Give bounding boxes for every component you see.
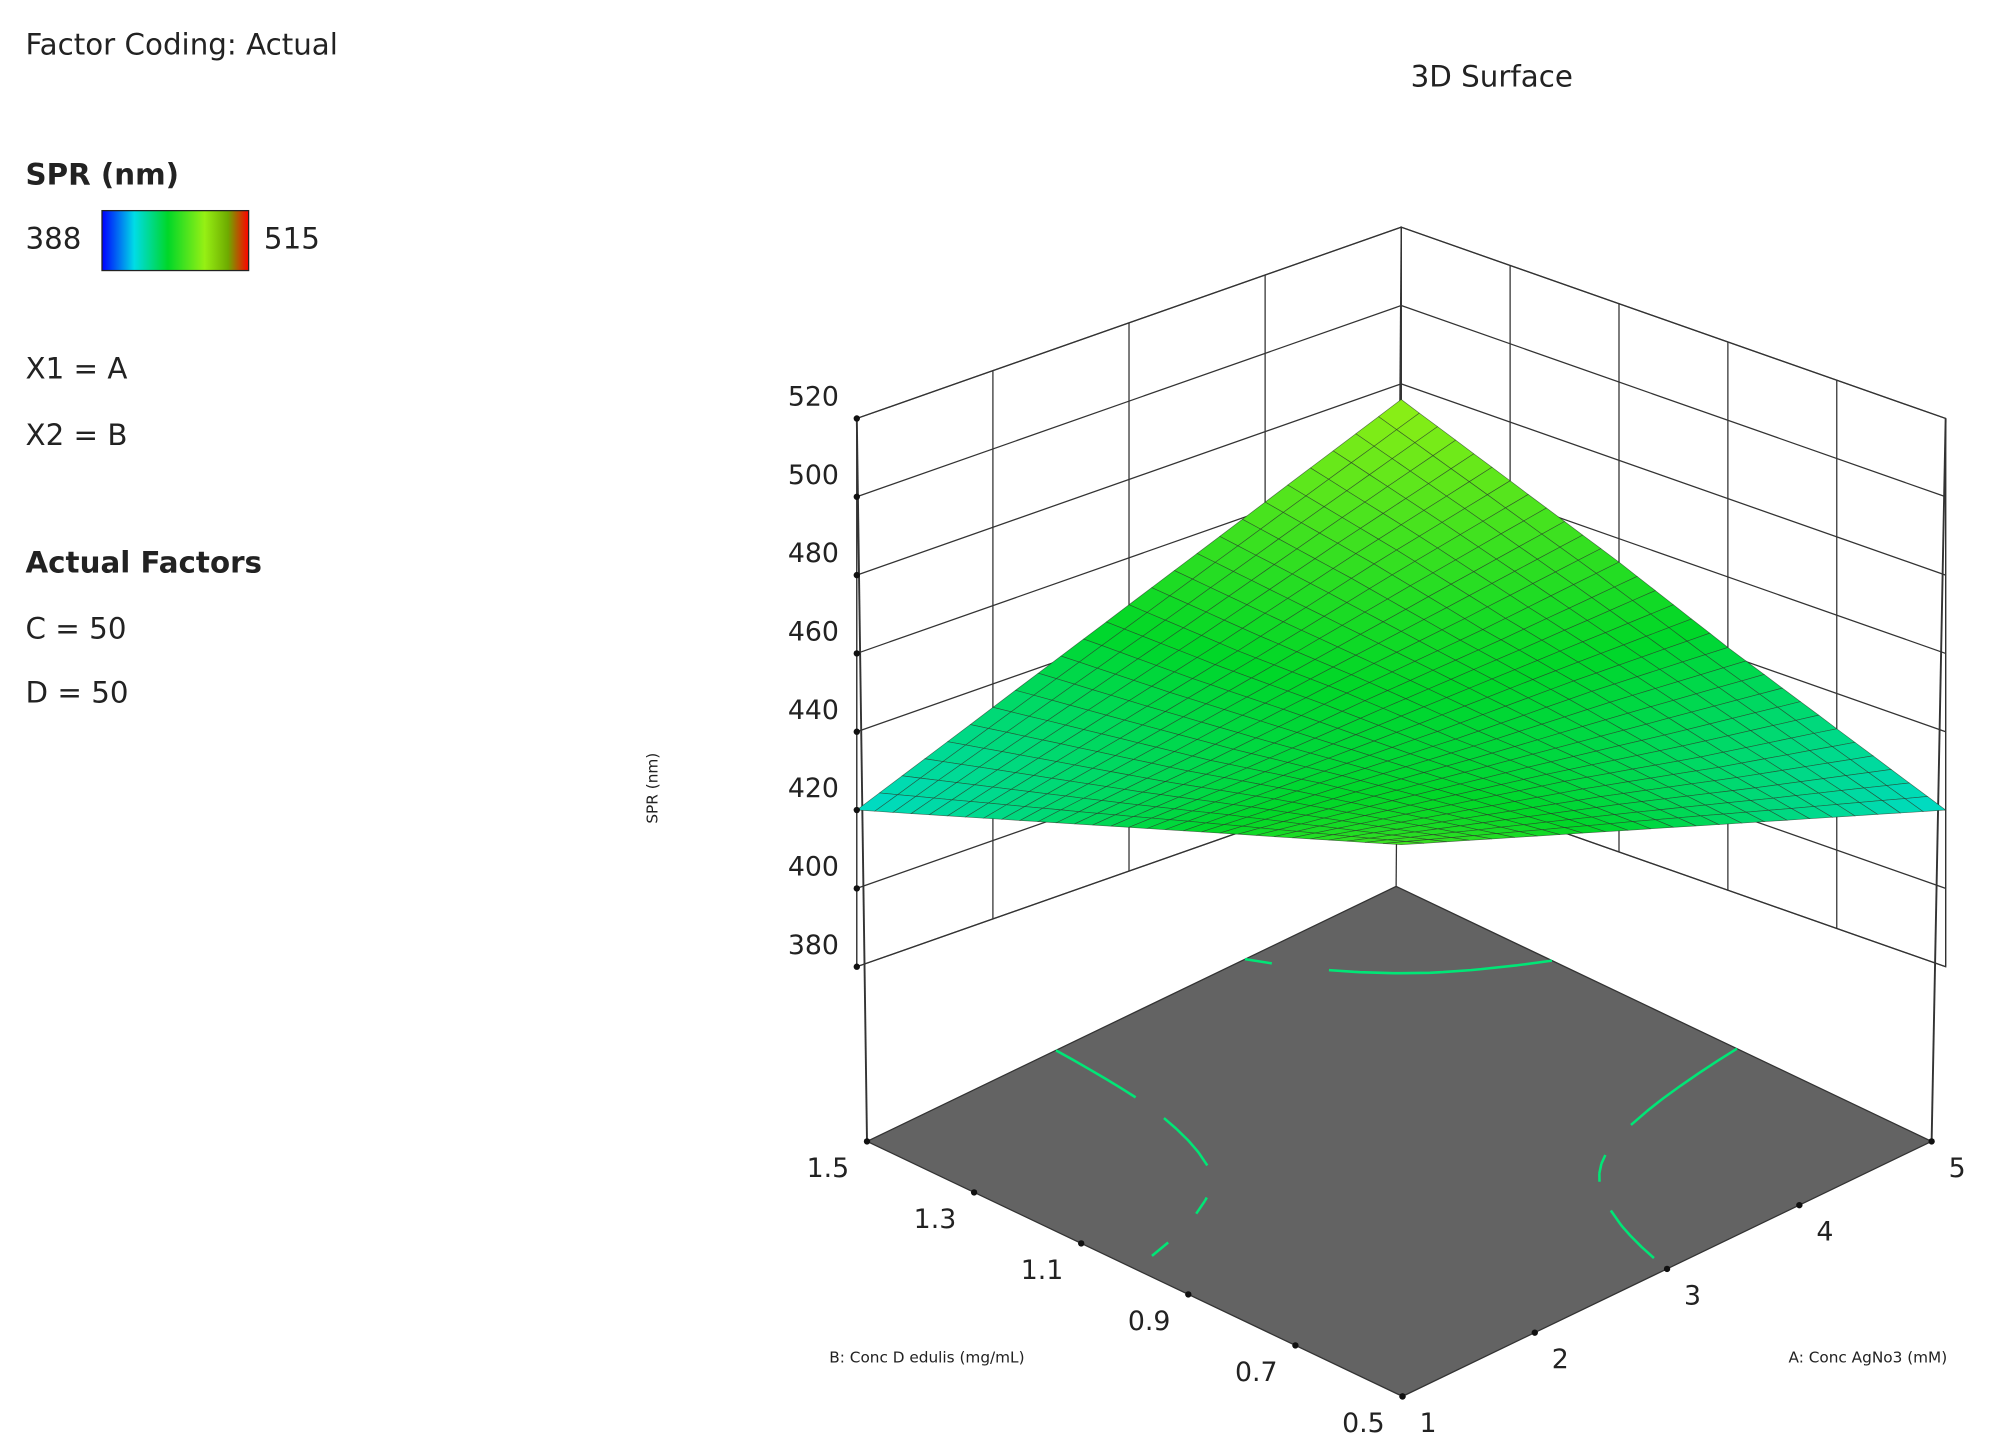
tick-mark bbox=[1531, 1329, 1538, 1336]
tick-mark bbox=[853, 728, 860, 735]
tick-mark bbox=[1399, 1393, 1406, 1400]
contour-line bbox=[1244, 957, 1553, 975]
axis-line bbox=[855, 418, 868, 1142]
tick-mark bbox=[853, 493, 860, 500]
tick-mark bbox=[853, 571, 860, 579]
tick-mark bbox=[970, 1189, 978, 1196]
z-tick-label: 380 bbox=[788, 930, 839, 961]
colorbar-max: 515 bbox=[264, 221, 320, 255]
axis-line bbox=[1930, 418, 1947, 1142]
grid-line bbox=[1401, 383, 1946, 576]
tick-mark bbox=[1663, 1265, 1671, 1273]
tick-mark bbox=[1078, 1240, 1085, 1247]
tick-mark bbox=[1796, 1201, 1803, 1209]
factor: X2 = B bbox=[26, 418, 128, 452]
x-tick-label: 2 bbox=[1552, 1344, 1569, 1375]
z-tick-label: 420 bbox=[788, 773, 839, 804]
y-tick-label: 1.1 bbox=[1021, 1255, 1064, 1286]
contour-line bbox=[1055, 1047, 1738, 1259]
actual-factors-title: Actual Factors bbox=[26, 545, 263, 579]
y-axis-label: B: Conc D edulis (mg/mL) bbox=[829, 1349, 1024, 1367]
x-axis-label: A: Conc AgNo3 (mM) bbox=[1789, 1349, 1948, 1367]
surface-cell bbox=[1383, 841, 1424, 846]
y-tick-label: 0.9 bbox=[1128, 1306, 1171, 1337]
surface bbox=[855, 399, 1947, 846]
grid-line bbox=[1401, 226, 1946, 420]
z-axis-label: SPR (nm) bbox=[643, 753, 661, 824]
z-tick-label: 440 bbox=[788, 695, 839, 726]
x-tick-label: 4 bbox=[1816, 1217, 1833, 1248]
z-tick-label: 460 bbox=[788, 617, 839, 648]
y-tick-label: 0.5 bbox=[1342, 1408, 1385, 1439]
z-tick-label: 520 bbox=[788, 382, 839, 413]
actual-factor: C = 50 bbox=[26, 612, 127, 646]
y-tick-label: 0.7 bbox=[1235, 1357, 1278, 1388]
x-tick-label: 1 bbox=[1419, 1408, 1436, 1439]
tick-mark bbox=[853, 650, 860, 657]
z-tick-label: 400 bbox=[788, 851, 839, 882]
y-tick-label: 1.5 bbox=[807, 1153, 850, 1184]
x-tick-label: 3 bbox=[1684, 1280, 1701, 1311]
z-tick-label: 500 bbox=[788, 460, 839, 491]
colorbar-min: 388 bbox=[26, 221, 82, 255]
tick-mark bbox=[853, 806, 860, 814]
floor bbox=[865, 885, 1934, 1398]
actual-factor: D = 50 bbox=[26, 675, 129, 709]
y-tick-label: 1.3 bbox=[914, 1204, 957, 1235]
z-tick-label: 480 bbox=[788, 538, 839, 569]
tick-mark bbox=[853, 963, 860, 970]
tick-mark bbox=[853, 885, 860, 892]
factor-coding: Factor Coding: Actual bbox=[26, 28, 338, 62]
colorbar-label: SPR (nm) bbox=[26, 158, 180, 192]
tick-mark bbox=[1292, 1342, 1299, 1349]
tick-mark bbox=[1185, 1291, 1192, 1298]
tick-mark bbox=[853, 415, 860, 422]
grid-line bbox=[1401, 304, 1946, 498]
chart-title: 3D Surface bbox=[1411, 60, 1573, 94]
tick-mark bbox=[863, 1138, 871, 1145]
x-tick-label: 5 bbox=[1949, 1153, 1966, 1184]
factor: X1 = A bbox=[26, 352, 128, 386]
colorbar bbox=[101, 209, 250, 272]
tick-mark bbox=[1928, 1138, 1935, 1145]
